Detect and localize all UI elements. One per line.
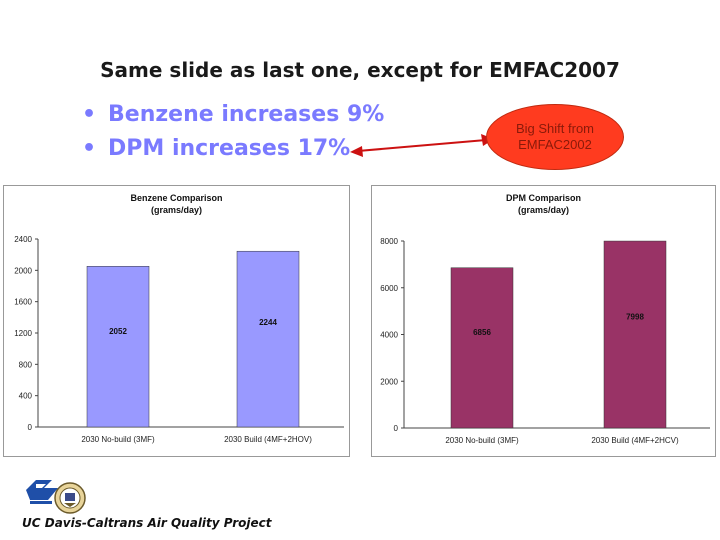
y-tick-label: 0	[394, 424, 399, 433]
chart-subtitle: (grams/day)	[518, 205, 569, 215]
bar-value-label: 6856	[473, 328, 491, 337]
bar-value-label: 2244	[259, 318, 277, 327]
y-tick-label: 8000	[380, 237, 398, 246]
y-tick-label: 2400	[14, 235, 32, 244]
chart-title: DPM Comparison	[506, 193, 581, 203]
bar	[603, 240, 667, 429]
bar	[236, 250, 300, 428]
y-tick-label: 2000	[380, 377, 398, 386]
bar-value-label: 7998	[626, 313, 644, 322]
x-category-label: 2030 No-build (3MF)	[81, 435, 155, 444]
y-tick-label: 6000	[380, 284, 398, 293]
y-tick-label: 2000	[14, 266, 32, 275]
x-category-label: 2030 No-build (3MF)	[445, 436, 519, 445]
bar-value-label: 2052	[109, 327, 127, 336]
bullet-benzene: Benzene increases 9%	[82, 98, 384, 132]
dpm-chart: DPM Comparison (grams/day) 0 2000 4000 6000 80…	[371, 185, 716, 457]
uc-davis-seal	[54, 482, 86, 514]
benzene-chart-svg: Benzene Comparison (grams/day) 0 400 800 1200…	[14, 193, 344, 444]
bullet-list: Benzene increases 9% DPM increases 17%	[82, 98, 384, 166]
chart-title: Benzene Comparison	[130, 193, 222, 203]
y-tick-label: 0	[28, 423, 33, 432]
y-tick-label: 1600	[14, 298, 32, 307]
dpm-chart-svg: DPM Comparison (grams/day) 0 2000 4000 6000 80…	[380, 193, 710, 445]
y-tick-label: 1200	[14, 329, 32, 338]
x-category-label: 2030 Build (4MF+2HOV)	[224, 435, 312, 444]
callout-bubble: Big Shift from EMFAC2002	[486, 104, 624, 170]
footer-text: UC Davis-Caltrans Air Quality Project	[22, 516, 272, 530]
slide-title: Same slide as last one, except for EMFAC…	[100, 58, 620, 82]
y-tick-label: 400	[19, 392, 33, 401]
caltrans-logo	[26, 480, 58, 504]
x-category-label: 2030 Build (4MF+2HCV)	[591, 436, 679, 445]
chart-subtitle: (grams/day)	[151, 205, 202, 215]
y-tick-label: 800	[19, 360, 33, 369]
y-tick-label: 4000	[380, 331, 398, 340]
bar	[450, 267, 514, 429]
callout-text: Big Shift from EMFAC2002	[515, 121, 595, 152]
benzene-chart: Benzene Comparison (grams/day) 0 400 800 1200…	[3, 185, 350, 457]
bullet-dpm: DPM increases 17%	[82, 132, 384, 166]
bar	[86, 266, 150, 428]
